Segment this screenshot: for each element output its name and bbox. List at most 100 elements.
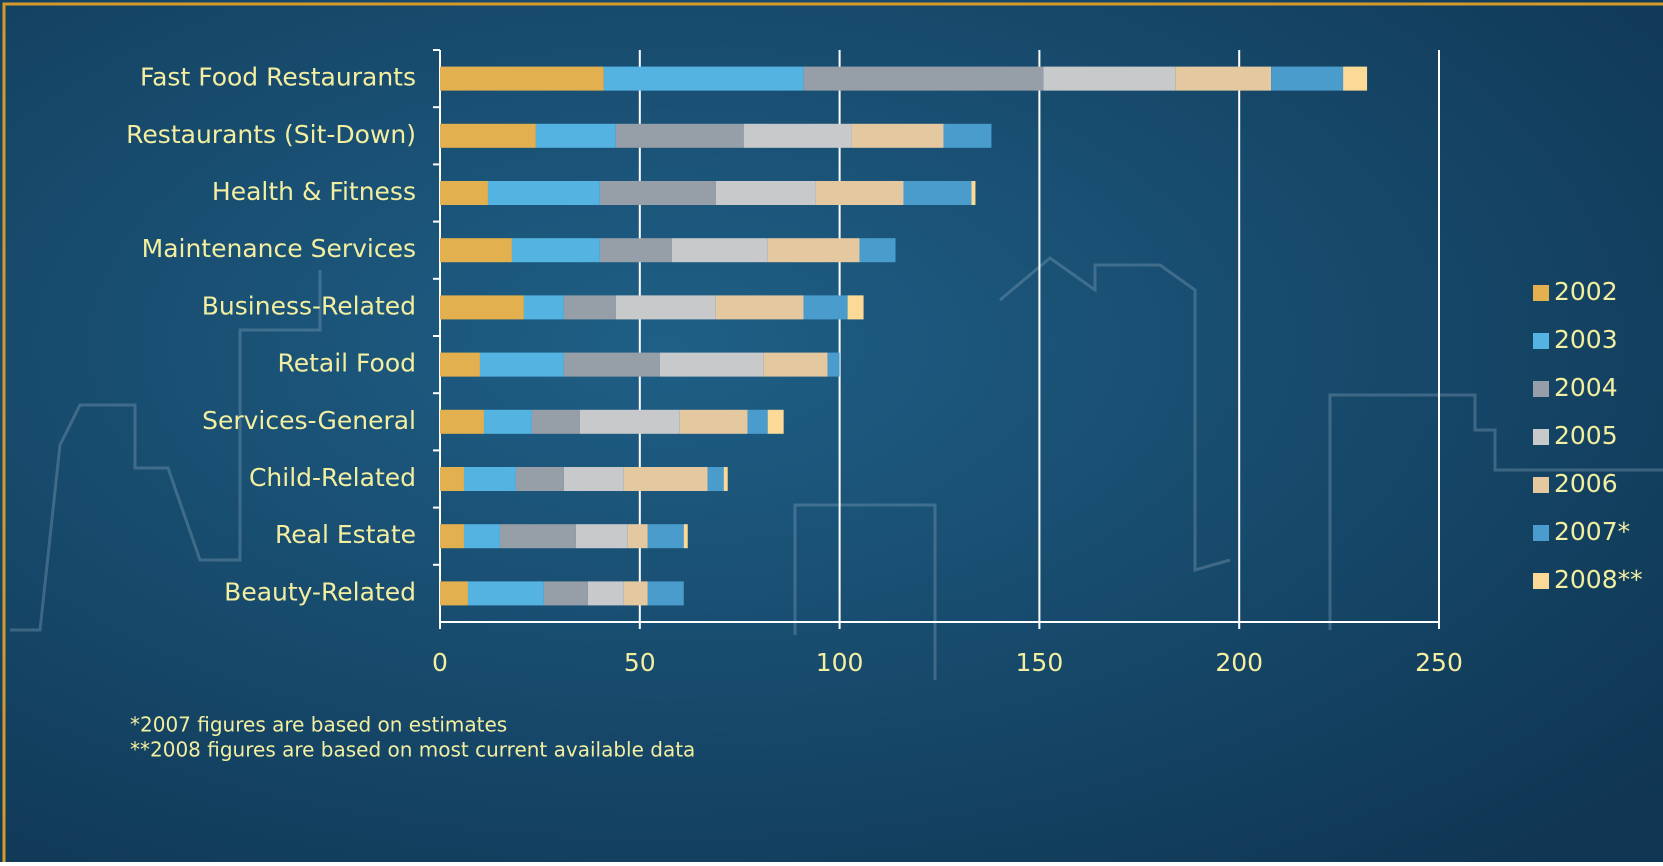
y-tick-label: Child-Related bbox=[249, 463, 416, 492]
bar-segment bbox=[847, 295, 864, 320]
bar-segment bbox=[511, 238, 600, 263]
bar-segment bbox=[603, 66, 804, 91]
bar-segment bbox=[903, 180, 972, 206]
bar-segment bbox=[623, 466, 708, 492]
bar-segment bbox=[575, 524, 628, 549]
bar-segment bbox=[743, 123, 852, 148]
bar-segment bbox=[723, 466, 728, 492]
x-tick-label: 100 bbox=[816, 648, 864, 677]
bar-segment bbox=[440, 581, 468, 606]
bar-segment bbox=[467, 581, 544, 606]
x-tick-label: 50 bbox=[624, 648, 656, 677]
bar-segment bbox=[767, 409, 784, 434]
bar-segment bbox=[483, 409, 532, 434]
bar-segment bbox=[707, 466, 724, 492]
legend-label: 2004 bbox=[1554, 373, 1618, 402]
bar-segment bbox=[803, 66, 1044, 91]
bar-segment bbox=[440, 524, 464, 549]
skyline bbox=[10, 256, 1663, 680]
bar-segment bbox=[715, 295, 804, 320]
y-tick-label: Beauty-Related bbox=[224, 577, 416, 606]
x-tick-label: 200 bbox=[1215, 648, 1263, 677]
bar-segment bbox=[747, 409, 768, 434]
bar-segment bbox=[683, 524, 688, 549]
y-tick-label: Maintenance Services bbox=[142, 234, 416, 263]
legend-label: 2005 bbox=[1554, 421, 1618, 450]
bar-segment bbox=[440, 409, 484, 434]
y-tick-label: Real Estate bbox=[275, 520, 416, 549]
bar-segment bbox=[440, 295, 524, 320]
legend-label: 2008** bbox=[1554, 565, 1643, 594]
y-tick-label: Services-General bbox=[202, 406, 416, 435]
bar-segment bbox=[1343, 66, 1368, 91]
bar-segment bbox=[615, 295, 716, 320]
bar-segment bbox=[615, 123, 744, 148]
legend-swatch bbox=[1533, 285, 1549, 301]
bar-segment bbox=[1271, 66, 1344, 91]
legend-swatch bbox=[1533, 573, 1549, 589]
footnote: **2008 figures are based on most current… bbox=[130, 738, 695, 762]
bar-segment bbox=[971, 180, 976, 206]
y-tick-label: Business-Related bbox=[202, 291, 416, 320]
y-tick-label: Restaurants (Sit-Down) bbox=[126, 120, 416, 149]
bar-segment bbox=[487, 180, 600, 206]
bar-segment bbox=[671, 238, 768, 263]
bar-segment bbox=[659, 352, 764, 377]
bar-segment bbox=[803, 295, 848, 320]
bar-segment bbox=[679, 409, 748, 434]
bar-segment bbox=[463, 524, 500, 549]
bar-segment bbox=[523, 295, 564, 320]
bar-segment bbox=[531, 409, 580, 434]
bar-segment bbox=[535, 123, 616, 148]
bar-segment bbox=[440, 66, 604, 91]
bar-segment bbox=[440, 466, 464, 492]
bar-segment bbox=[563, 295, 616, 320]
legend-swatch bbox=[1533, 525, 1549, 541]
bar-segment bbox=[943, 123, 992, 148]
bar-segment bbox=[599, 238, 672, 263]
bar-segment bbox=[563, 352, 660, 377]
bar-segment bbox=[587, 581, 624, 606]
bar-segment bbox=[827, 352, 840, 377]
bar-segment bbox=[1175, 66, 1272, 91]
y-tick-label: Retail Food bbox=[277, 349, 416, 378]
x-tick-label: 250 bbox=[1415, 648, 1463, 677]
x-tick-label: 0 bbox=[432, 648, 448, 677]
legend-swatch bbox=[1533, 477, 1549, 493]
y-tick-label: Fast Food Restaurants bbox=[140, 63, 416, 92]
bar-segment bbox=[767, 238, 860, 263]
bar-segment bbox=[479, 352, 564, 377]
bar-segment bbox=[763, 352, 828, 377]
y-tick-label: Health & Fitness bbox=[212, 177, 416, 206]
bar-segment bbox=[499, 524, 576, 549]
bar-segment bbox=[440, 238, 512, 263]
bar-segment bbox=[515, 466, 564, 492]
bar-segment bbox=[815, 180, 904, 206]
bar-segment bbox=[543, 581, 588, 606]
bar-segment bbox=[579, 409, 680, 434]
x-tick-label: 150 bbox=[1016, 648, 1064, 677]
bar-segment bbox=[599, 180, 716, 206]
bar-segment bbox=[859, 238, 896, 263]
footnote: *2007 figures are based on estimates bbox=[130, 713, 507, 737]
bar-segment bbox=[627, 524, 648, 549]
legend-swatch bbox=[1533, 381, 1549, 397]
legend-label: 2006 bbox=[1554, 469, 1618, 498]
bar-segment bbox=[647, 524, 684, 549]
bar-segment bbox=[440, 123, 536, 148]
bar-segment bbox=[563, 466, 624, 492]
bar-segment bbox=[623, 581, 648, 606]
bar-segment bbox=[1043, 66, 1176, 91]
legend-label: 2002 bbox=[1554, 277, 1618, 306]
bar-segment bbox=[463, 466, 516, 492]
bar-segment bbox=[647, 581, 684, 606]
legend-swatch bbox=[1533, 333, 1549, 349]
legend-label: 2003 bbox=[1554, 325, 1618, 354]
bar-segment bbox=[440, 180, 488, 206]
legend-swatch bbox=[1533, 429, 1549, 445]
bar-segment bbox=[715, 180, 816, 206]
bar-segment bbox=[851, 123, 944, 148]
